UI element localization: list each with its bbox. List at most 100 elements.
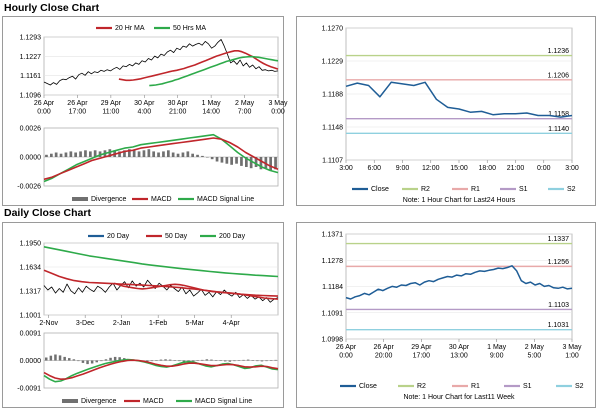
daily-price-series-20-day <box>113 282 279 300</box>
hourly-24h-x-tick-label: 3:00 <box>565 165 579 172</box>
hourly-24h-x-tick-label: 3:00 <box>339 165 353 172</box>
hourly-macd-divergence-bar <box>128 149 131 157</box>
hourly-macd-series-macd-signal-line <box>43 137 279 181</box>
hourly-macd-divergence-bar <box>84 150 87 157</box>
hourly-macd-divergence-bar <box>171 152 175 157</box>
hourly-24h-y-tick-label: 1.1229 <box>322 59 344 66</box>
daily-price-x-tick-label: 1-Feb <box>149 320 167 327</box>
hourly-macd-divergence-bar <box>162 151 165 157</box>
daily-week-x-tick-label: 1 May 9:00 <box>487 344 507 360</box>
hourly-24h-x-tick-label: 15:00 <box>450 165 468 172</box>
hourly-price-y-tick-label: 1.1227 <box>20 54 42 61</box>
daily-week-level-label-s2: 1.1031 <box>548 322 570 329</box>
hourly-macd-divergence-bar <box>235 157 238 164</box>
hourly-24h-x-tick-label: 6:00 <box>367 165 381 172</box>
daily-macd-divergence-bar <box>219 360 222 361</box>
daily-macd-legend-divergence-swatch <box>62 399 78 403</box>
daily-week-x-tick-label: 30 Apr 13:00 <box>449 344 470 360</box>
hourly-price-y-tick-label: 1.1161 <box>20 73 41 80</box>
hourly-macd-divergence-bar <box>191 153 194 157</box>
daily-macd-divergence-bar <box>155 360 158 361</box>
daily-section-title: Daily Close Chart <box>4 207 91 219</box>
daily-price-legend-50day-label: 50 Day <box>165 233 188 240</box>
daily-macd-legend-signal-label: MACD Signal Line <box>195 398 252 405</box>
daily-macd-divergence-bar <box>109 357 112 361</box>
hourly-price-x-tick-label: 1 May 14:00 <box>202 100 222 116</box>
hourly-24h-legend-close-label: Close <box>371 186 389 193</box>
daily-macd-divergence-bar <box>164 359 167 361</box>
daily-price-y-tick-label: 1.1634 <box>20 265 42 272</box>
daily-macd-divergence-bar <box>159 359 163 361</box>
daily-macd-divergence-bar <box>90 360 94 364</box>
hourly-24h-x-tick-label: 12:00 <box>422 165 440 172</box>
daily-macd-divergence-bar <box>269 360 273 361</box>
daily-price-y-tick-label: 1.1001 <box>20 313 42 320</box>
hourly-macd-divergence-bar <box>196 154 199 157</box>
hourly-macd-y-tick-label: -0.0026 <box>17 184 41 191</box>
hourly-price-series-price <box>43 39 279 86</box>
hourly-24h-x-tick-label: 18:00 <box>478 165 496 172</box>
hourly-macd-divergence-bar <box>59 153 63 157</box>
hourly-macd-divergence-bar <box>230 157 233 165</box>
daily-week-x-tick-label: 26 Apr 20:00 <box>374 344 395 360</box>
hourly-macd-divergence-bar <box>210 157 214 160</box>
hourly-macd-divergence-bar <box>64 152 68 157</box>
hourly-price-x-tick-label: 26 Apr 17:00 <box>67 100 88 116</box>
daily-left-panel <box>2 222 284 408</box>
hourly-macd-legend-signal-label: MACD Signal Line <box>197 196 254 203</box>
daily-week-level-label-s1: 1.1103 <box>548 302 569 309</box>
hourly-24h-y-tick-label: 1.1188 <box>322 92 343 99</box>
daily-macd-divergence-bar <box>242 359 245 361</box>
hourly-24h-legend-r2-label: R2 <box>421 186 430 193</box>
hourly-macd-divergence-bar <box>89 151 92 157</box>
daily-price-y-tick-label: 1.1950 <box>20 241 42 248</box>
daily-macd-divergence-bar <box>49 355 53 361</box>
daily-macd-divergence-bar <box>95 360 98 363</box>
hourly-price-y-tick-label: 1.1293 <box>20 35 42 42</box>
hourly-macd-divergence-bar <box>220 157 224 163</box>
daily-week-level-label-r2: 1.1337 <box>548 236 570 243</box>
daily-right-panel <box>296 222 596 408</box>
hourly-macd-divergence-bar <box>215 157 219 162</box>
hourly-macd-divergence-bar <box>79 151 82 157</box>
hourly-price-legend-50hrs-label: 50 Hrs MA <box>173 25 206 32</box>
hourly-macd-divergence-bar <box>93 150 97 157</box>
daily-macd-divergence-bar <box>182 360 186 362</box>
daily-macd-series-macd <box>43 358 279 383</box>
hourly-macd-divergence-bar <box>147 149 151 157</box>
hourly-macd-divergence-bar <box>118 151 121 157</box>
hourly-24h-level-label-r2: 1.1236 <box>548 48 570 55</box>
daily-macd-divergence-bar <box>274 359 277 361</box>
hourly-macd-divergence-bar <box>245 157 248 167</box>
daily-week-legend-r2-label: R2 <box>417 383 426 390</box>
daily-macd-divergence-bar <box>191 360 195 362</box>
daily-macd-divergence-bar <box>81 360 85 363</box>
hourly-macd-divergence-bar <box>181 152 185 157</box>
daily-week-legend-s2-label: S2 <box>575 383 584 390</box>
daily-macd-legend-macd-label: MACD <box>143 398 164 405</box>
daily-week-x-tick-label: 2 May 5:00 <box>525 344 545 360</box>
hourly-24h-y-tick-label: 1.1270 <box>322 26 344 33</box>
daily-macd-divergence-bar <box>68 358 71 361</box>
daily-week-series-close <box>345 265 573 300</box>
hourly-price-x-tick-label: 3 May 0:00 <box>268 100 288 116</box>
daily-price-x-tick-label: 2-Jan <box>113 320 131 327</box>
daily-price-x-tick-label: 3-Dec <box>76 320 95 327</box>
daily-macd-series-macd-signal-line <box>43 359 279 381</box>
daily-macd-divergence-bar <box>237 360 241 361</box>
daily-week-x-tick-label: 29 Apr 17:00 <box>411 344 432 360</box>
daily-macd-divergence-bar <box>260 360 264 362</box>
hourly-macd-divergence-bar <box>157 152 160 157</box>
hourly-macd-divergence-bar <box>201 155 204 157</box>
hourly-macd-divergence-bar <box>132 150 136 157</box>
daily-macd-divergence-bar <box>54 354 57 361</box>
daily-macd-divergence-bar <box>205 359 209 361</box>
hourly-24h-level-label-r1: 1.1206 <box>548 72 570 79</box>
hourly-macd-y-tick-label: 0.0026 <box>20 126 42 133</box>
hourly-macd-divergence-bar <box>264 157 268 169</box>
hourly-price-x-tick-label: 30 Apr 21:00 <box>168 100 189 116</box>
hourly-price-y-tick-label: 1.1096 <box>20 93 42 100</box>
hourly-macd-divergence-bar <box>74 152 77 157</box>
hourly-macd-divergence-bar <box>50 153 53 157</box>
